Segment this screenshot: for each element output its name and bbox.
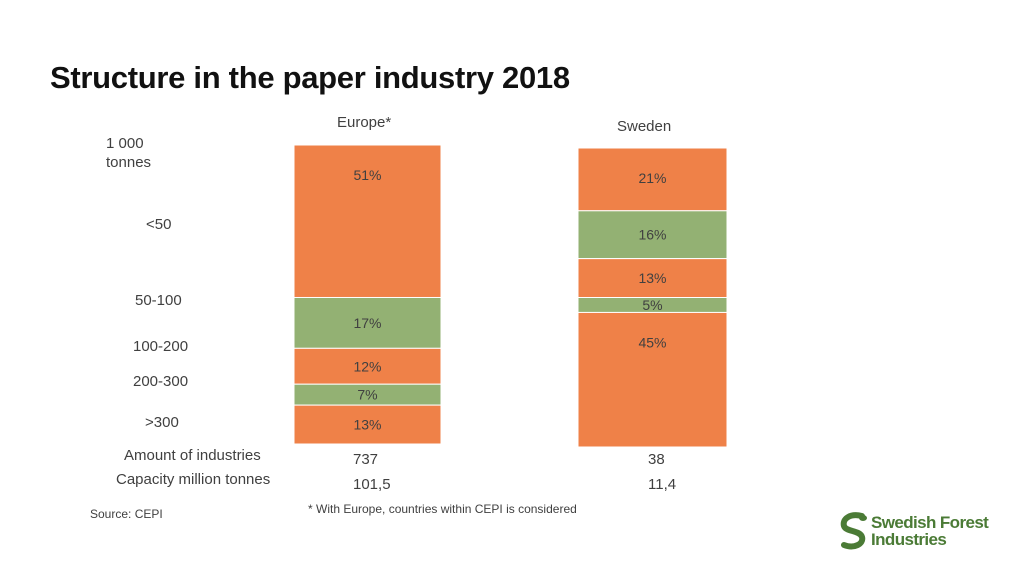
segment-label: 7%	[357, 387, 377, 403]
sweden-column-header: Sweden	[617, 118, 672, 135]
europe-amount-value: 737	[353, 451, 379, 468]
segment-label: 17%	[353, 315, 381, 331]
segment-label: 51%	[353, 167, 381, 183]
swedish-forest-industries-logo: Swedish Forest Industries	[838, 512, 998, 552]
logo-text: Swedish Forest Industries	[871, 513, 989, 549]
bar-segment-europe-1	[293, 296, 442, 349]
segment-label: 21%	[638, 170, 666, 186]
bar-segment-sweden-0	[577, 147, 728, 212]
page-title: Structure in the paper industry 2018	[50, 60, 570, 95]
capacity-row-label: Capacity million tonnes	[116, 471, 271, 488]
sweden-amount-value: 38	[648, 451, 665, 468]
source-note: Source: CEPI	[90, 507, 163, 521]
segment-label: 45%	[638, 334, 666, 350]
segment-label: 12%	[353, 358, 381, 374]
amount-row-label: Amount of industries	[124, 447, 261, 464]
segment-label: 5%	[642, 297, 662, 313]
segment-label: 16%	[638, 227, 666, 243]
sfi-leaf-s-icon	[840, 512, 867, 550]
size-class-label: <50	[146, 216, 172, 233]
bar-segment-sweden-4	[577, 311, 728, 448]
bar-segment-sweden-2	[577, 258, 728, 299]
size-class-label: 200-300	[133, 373, 189, 390]
bar-segment-europe-0	[293, 144, 442, 298]
logo-line-1: Swedish Forest	[871, 513, 989, 532]
size-class-label: >300	[145, 414, 179, 431]
segment-label: 13%	[638, 270, 666, 286]
logo-line-2: Industries	[871, 530, 947, 549]
segment-label: 13%	[353, 417, 381, 433]
europe-capacity-value: 101,5	[353, 476, 391, 493]
bar-segment-europe-2	[293, 347, 442, 385]
sweden-capacity-value: 11,4	[648, 476, 677, 493]
unit-label: 1 000 tonnes	[106, 135, 152, 171]
size-class-label: 100-200	[133, 338, 189, 355]
bar-segment-europe-4	[293, 404, 442, 445]
size-class-label: 50-100	[135, 292, 182, 309]
europe-column-header: Europe*	[337, 114, 392, 131]
footnote: * With Europe, countries within CEPI is …	[308, 502, 577, 516]
